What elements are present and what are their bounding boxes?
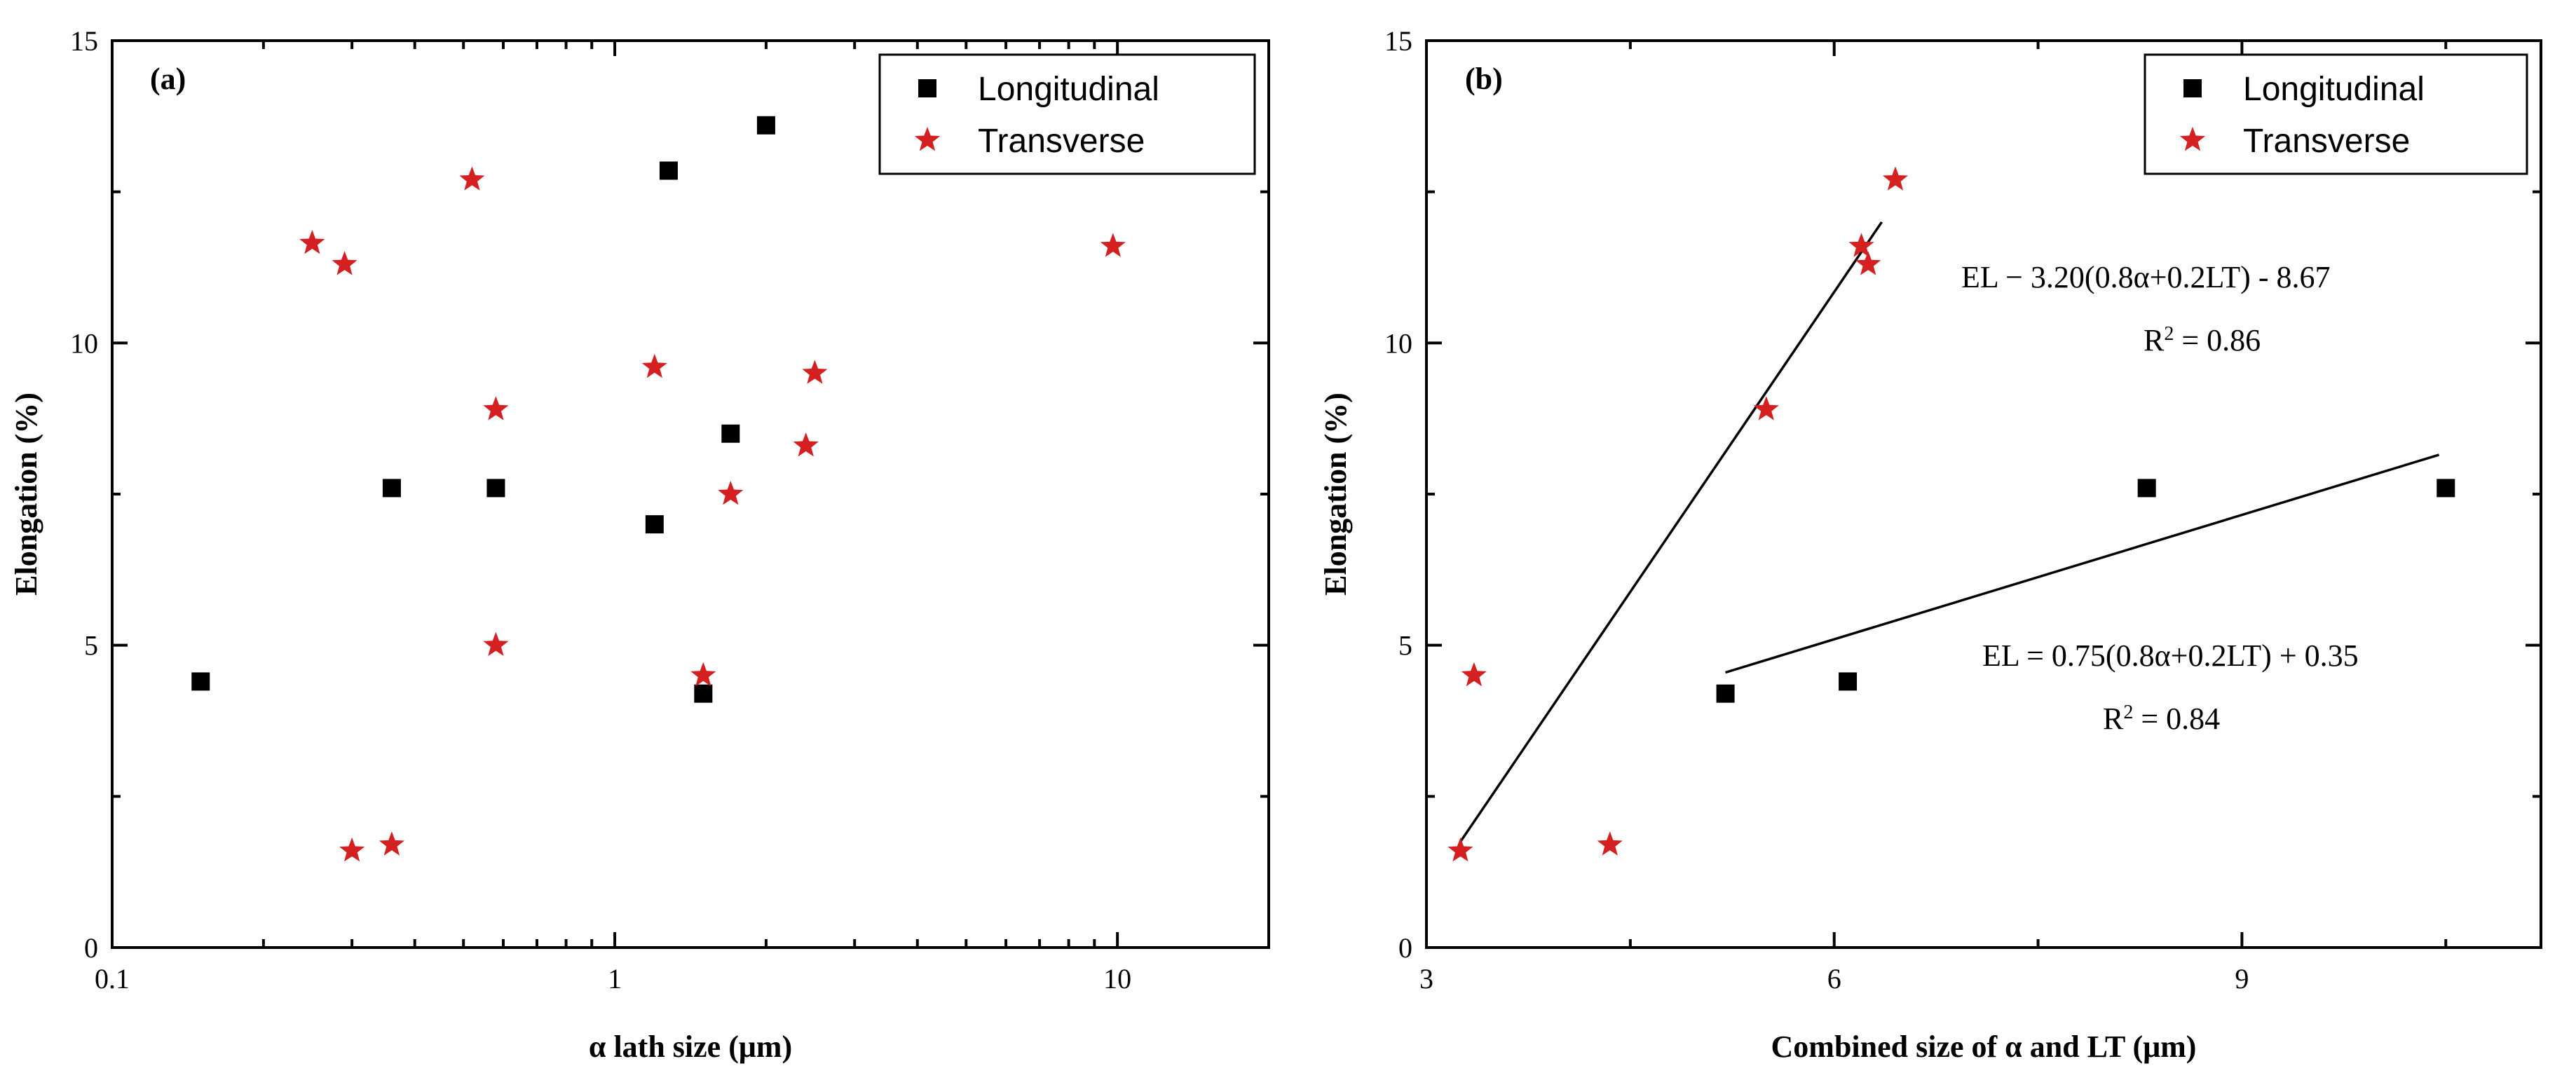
panel-b-y-tick-label: 5 <box>1398 630 1412 662</box>
panel-b-x-axis-title: Combined size of α and LT (μm) <box>1771 1030 2197 1064</box>
panel-a-legend-transverse-marker <box>914 127 941 151</box>
longitudinal-point <box>1839 672 1858 691</box>
panel-b-legend-box <box>2144 53 2528 175</box>
longitudinal-point <box>645 515 664 534</box>
legend-transverse-symbol <box>914 127 941 151</box>
transverse-point <box>483 631 509 656</box>
transverse-point <box>483 396 509 421</box>
longitudinal-point <box>721 424 740 443</box>
longitudinal-point <box>382 479 401 498</box>
transverse-point <box>718 481 744 505</box>
panel-a: 0 5 10 15 0.1 1 10 (a) Longitudinal Transverse… <box>9 25 1270 1064</box>
panel-a-x-tick-label: 1 <box>608 963 622 994</box>
transverse-fit-line <box>1459 221 1883 843</box>
panel-a-x-tick-label: 10 <box>1103 963 1131 994</box>
transverse-point <box>793 432 819 457</box>
transverse-point <box>1100 233 1126 257</box>
longitudinal-point <box>659 161 678 180</box>
legend-transverse-symbol <box>2179 127 2206 151</box>
transverse-point <box>459 166 485 191</box>
panel-b-longitudinal-fit-equation: EL = 0.75(0.8α+0.2LT) + 0.35 <box>1982 638 2359 673</box>
transverse-point <box>1461 662 1487 687</box>
longitudinal-point <box>486 479 505 498</box>
longitudinal-point <box>2437 479 2455 498</box>
longitudinal-point <box>1716 684 1735 703</box>
panel-b-marks <box>1447 166 2455 862</box>
panel-a-marks <box>191 116 1126 862</box>
panel-b-y-axis-title: Elongation (%) <box>1318 392 1353 596</box>
panel-a-y-tick-label: 0 <box>84 932 98 964</box>
panel-b-y-tick-label: 0 <box>1398 932 1412 964</box>
panel-b-y-tick-label: 15 <box>1384 25 1412 57</box>
panel-a-legend: Longitudinal Transverse <box>878 53 1256 175</box>
panel-b-fit-lines <box>1459 221 2440 843</box>
longitudinal-point <box>756 116 775 135</box>
panel-a-y-tick-label: 10 <box>70 327 98 359</box>
panel-b-label: (b) <box>1465 62 1503 96</box>
transverse-point <box>1855 251 1881 275</box>
transverse-point <box>690 662 716 687</box>
panel-b-legend-longitudinal-marker <box>2183 79 2202 97</box>
transverse-point <box>1753 396 1779 421</box>
panel-b: 0 5 10 15 3 6 9 (b) Longitudinal Transverse EL… <box>1318 25 2542 1064</box>
panel-a-x-axis-title: α lath size (μm) <box>589 1030 792 1064</box>
panel-a-legend-longitudinal-marker <box>918 79 936 97</box>
longitudinal-point <box>2137 479 2156 498</box>
panel-a-legend-box <box>878 53 1256 175</box>
panel-b-longitudinal-fit-r2: R2 = 0.84 <box>2103 702 2220 737</box>
panel-a-legend-transverse-label: Transverse <box>978 123 1145 160</box>
panel-b-frame <box>1425 39 2542 949</box>
panel-b-legend-transverse-marker <box>2179 127 2206 151</box>
panel-b-legend-transverse-label: Transverse <box>2243 123 2410 160</box>
panel-b-x-tick-label: 9 <box>2235 963 2249 994</box>
panel-b-transverse-fit-equation: EL − 3.20(0.8α+0.2LT) - 8.67 <box>1961 260 2330 294</box>
transverse-point <box>1447 838 1473 862</box>
legend-longitudinal-symbol <box>918 79 936 97</box>
legend-longitudinal-symbol <box>2183 79 2202 97</box>
panel-a-y-tick-label: 5 <box>84 630 98 662</box>
panel-a-y-tick-label: 15 <box>70 25 98 57</box>
transverse-point <box>299 230 325 254</box>
panel-a-x-tick-label: 0.1 <box>95 963 130 994</box>
transverse-point <box>379 831 404 856</box>
panel-a-label: (a) <box>150 62 186 96</box>
longitudinal-point <box>191 672 210 691</box>
transverse-point <box>1848 233 1874 257</box>
longitudinal-fit-line <box>1725 453 2440 674</box>
transverse-point <box>339 838 365 862</box>
panel-b-y-tick-label: 10 <box>1384 327 1412 359</box>
transverse-point <box>641 353 667 378</box>
longitudinal-point <box>694 684 713 703</box>
transverse-point <box>332 251 357 275</box>
panel-b-x-tick-label: 3 <box>1419 963 1433 994</box>
transverse-point <box>1882 166 1908 191</box>
panel-a-frame <box>111 39 1270 949</box>
panel-b-legend: Longitudinal Transverse <box>2144 53 2528 175</box>
transverse-point <box>1597 831 1623 856</box>
panel-b-x-tick-label: 6 <box>1827 963 1841 994</box>
panel-b-legend-longitudinal-label: Longitudinal <box>2243 71 2425 108</box>
panel-a-legend-longitudinal-label: Longitudinal <box>978 71 1159 108</box>
panel-a-y-axis-title: Elongation (%) <box>9 392 43 596</box>
panel-b-transverse-fit-r2: R2 = 0.86 <box>2144 323 2261 358</box>
transverse-point <box>802 360 828 384</box>
